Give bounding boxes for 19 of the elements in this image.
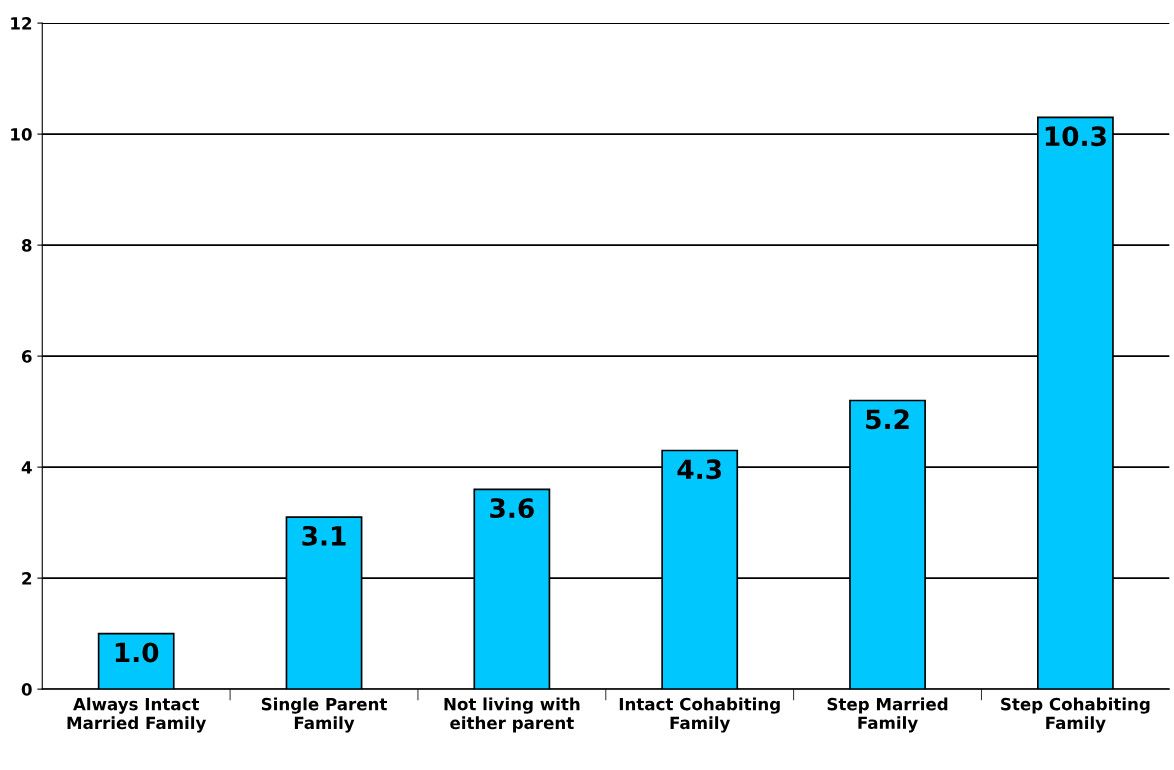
data-label: 3.6	[490, 498, 534, 519]
y-tick-label: 4	[21, 461, 32, 474]
x-tick-label: Step Cohabiting Family	[1001, 697, 1150, 733]
x-tick-label: Intact Cohabiting Family	[619, 697, 780, 733]
data-label: 1.0	[115, 642, 159, 663]
data-label: 4.3	[677, 459, 721, 480]
data-label: 5.2	[866, 409, 909, 430]
x-tick-label: Not living with either parent	[444, 697, 580, 733]
y-tick-label: 0	[21, 683, 32, 696]
y-tick-label: 2	[22, 572, 32, 585]
y-tick-label: 10	[11, 128, 32, 141]
x-tick-label: Single Parent Family	[261, 697, 387, 733]
x-tick-label: Always Intact Married Family	[67, 697, 207, 733]
y-tick-label: 12	[11, 17, 32, 30]
y-tick-label: 8	[21, 239, 32, 252]
data-label: 10.3	[1045, 126, 1106, 147]
x-tick-label: Step Married Family	[827, 697, 948, 733]
data-label: 3.1	[302, 525, 346, 546]
y-tick-label: 6	[21, 350, 32, 363]
